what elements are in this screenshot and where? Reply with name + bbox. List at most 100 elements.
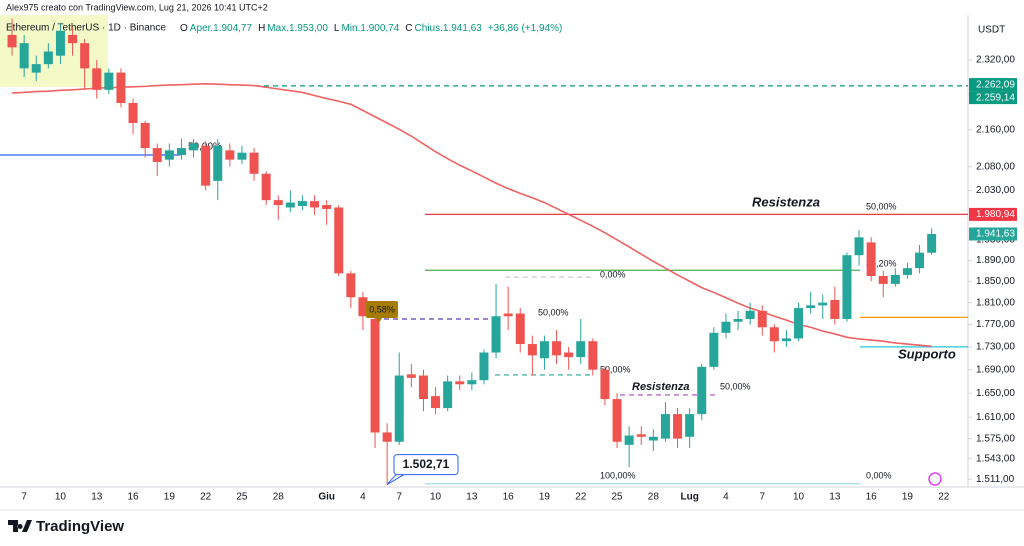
y-tick-label: 1.730,00: [976, 341, 1015, 352]
candle-body: [261, 173, 271, 201]
candle-body: [128, 102, 138, 124]
candle-body: [588, 341, 598, 370]
price-label: 1.941,63: [976, 229, 1015, 240]
y-tick-label: 2.160,00: [976, 124, 1015, 135]
y-tick-label: 1.511,00: [976, 474, 1015, 485]
x-tick-label: 7: [21, 492, 27, 503]
callout-pointer: [386, 474, 406, 486]
legend-key: O: [180, 23, 188, 34]
candle-body: [709, 332, 719, 367]
candle-body: [213, 145, 223, 181]
candle-body: [491, 316, 501, 353]
candle-body: [697, 366, 707, 415]
level-label: 0,00%: [866, 470, 892, 480]
level-label: Supporto: [898, 346, 956, 361]
x-tick-label: 16: [127, 492, 139, 503]
candle-body: [80, 43, 90, 69]
candle-body: [878, 275, 888, 284]
candle-body: [600, 369, 610, 400]
price-label-box: [969, 227, 1017, 241]
candle-body: [467, 380, 477, 385]
y-tick-label: 2.030,00: [976, 185, 1015, 196]
x-tick-label: 22: [200, 492, 212, 503]
candle-body: [781, 338, 791, 342]
symbol: Ethereum / TetherUS · 1D · Binance: [6, 23, 166, 34]
candle-body: [164, 150, 174, 160]
x-tick-label: 22: [575, 492, 587, 503]
x-tick-label: 13: [91, 492, 103, 503]
candle-body: [455, 381, 465, 385]
legend-key: L: [334, 23, 340, 34]
y-tick-label: 1.850,00: [976, 276, 1015, 287]
x-tick-label: 10: [55, 492, 67, 503]
y-tick-label: 1.650,00: [976, 388, 1015, 399]
price-label-box: [969, 78, 1017, 92]
legend-key: C: [405, 23, 412, 34]
candle-body: [890, 274, 900, 284]
candle-body: [806, 305, 816, 309]
candle-body: [406, 374, 416, 378]
y-tick-label: 2.080,00: [976, 161, 1015, 172]
legend-value: Aper.1.904,77: [190, 23, 253, 34]
badge-box: [366, 301, 398, 318]
y-tick-label: 1.810,00: [976, 297, 1015, 308]
candle-body: [104, 72, 114, 90]
level-label: 50,00%: [600, 364, 631, 374]
x-tick-label: 28: [648, 492, 660, 503]
x-tick-label: Lug: [680, 492, 698, 503]
candle-body: [152, 148, 162, 162]
candle-body: [273, 200, 283, 206]
candle-body: [552, 341, 562, 356]
callout-label: 1.502,71: [403, 457, 450, 471]
candle-body: [660, 414, 670, 439]
x-tick-label: 16: [503, 492, 515, 503]
x-tick-label: 22: [938, 492, 950, 503]
level-label: 50,00%: [538, 307, 569, 317]
x-tick-label: Giu: [318, 492, 335, 503]
level-label: 50,00%: [720, 381, 751, 391]
price-label: 1.980,94: [976, 209, 1015, 220]
x-tick-label: 19: [539, 492, 551, 503]
candle-body: [346, 273, 356, 298]
x-tick-label: 10: [430, 492, 442, 503]
candle-body: [721, 321, 731, 333]
candle-body: [818, 302, 828, 306]
candle-body: [116, 72, 126, 103]
y-tick-label: 1.543,00: [976, 453, 1015, 464]
level-label: Resistenza: [632, 381, 689, 393]
level-label: 0,00%: [600, 269, 626, 279]
x-tick-label: 10: [793, 492, 805, 503]
candle-body: [31, 64, 41, 73]
candle-body: [297, 201, 307, 207]
candle-body: [237, 152, 247, 160]
price-label-box: [969, 207, 1017, 221]
callout-box: [393, 454, 459, 476]
x-tick-label: 4: [723, 492, 729, 503]
candle-body: [418, 375, 428, 400]
candle-body: [842, 255, 852, 319]
x-tick-label: 4: [360, 492, 366, 503]
brand: TradingView: [36, 518, 124, 535]
candle-body: [370, 318, 380, 433]
candle-body: [745, 310, 755, 319]
price-label: 2.262,09: [976, 79, 1015, 90]
x-tick-label: 7: [396, 492, 402, 503]
candle-body: [358, 297, 368, 317]
legend-value: Max.1.953,00: [267, 23, 328, 34]
x-tick-label: 25: [611, 492, 623, 503]
candle-body: [43, 51, 53, 65]
x-tick-label: 13: [829, 492, 841, 503]
candle-body: [636, 434, 646, 437]
y-tick-label: 1.890,00: [976, 255, 1015, 266]
candle-body: [624, 435, 634, 445]
event-icon: [928, 472, 942, 486]
candle-body: [866, 242, 876, 276]
candle-body: [382, 432, 392, 442]
candle-body: [854, 237, 864, 256]
candle-body: [902, 268, 912, 275]
legend: O Aper.1.904,77 H Max.1.953,00 L Min.1.900,74…: [180, 23, 562, 34]
candle-body: [249, 152, 259, 174]
highlight-box: [0, 15, 108, 87]
y-tick-label: 2.320,00: [976, 55, 1015, 66]
